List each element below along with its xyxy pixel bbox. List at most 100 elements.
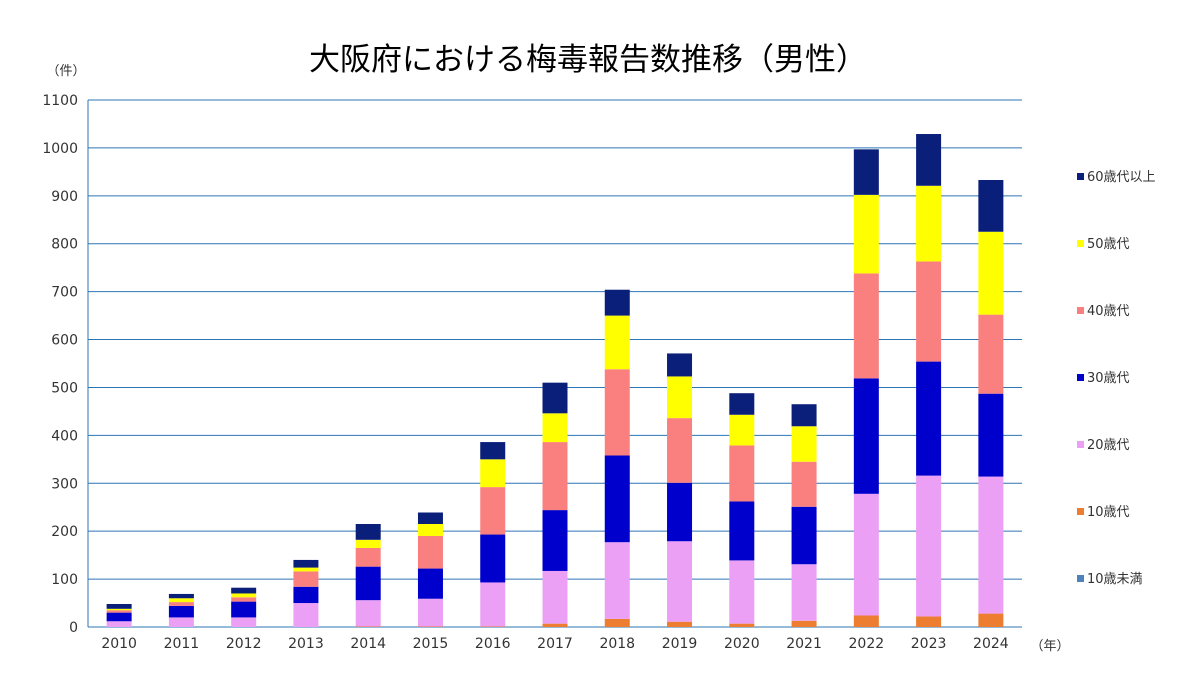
bar-segment <box>417 523 443 536</box>
legend-item: 60歳代以上 <box>1077 170 1156 185</box>
bar-segment <box>729 445 755 502</box>
bar-segment <box>417 512 443 524</box>
x-tick-label: 2022 <box>849 636 885 652</box>
bar-segment <box>542 623 568 627</box>
y-tick-label: 900 <box>51 189 78 205</box>
bar-segment <box>853 493 879 616</box>
bar-segment <box>480 442 506 460</box>
bar-segment <box>542 442 568 511</box>
bar-segment <box>168 605 194 618</box>
bar-segment <box>168 598 194 603</box>
y-tick-label: 700 <box>51 285 78 301</box>
legend-item: 40歳代 <box>1077 304 1130 319</box>
bar-segment <box>417 568 443 599</box>
bar-segment <box>231 601 257 618</box>
legend-label: 30歳代 <box>1087 371 1130 386</box>
bar-segment <box>978 613 1004 627</box>
bar-segment <box>667 541 693 622</box>
bar-segment <box>355 600 381 627</box>
legend-swatch <box>1077 441 1084 448</box>
x-tick-label: 2010 <box>101 636 137 652</box>
x-axis-ticks: 2010 2011 2012 2013 2014 2015 2016 2017 2018 2019… <box>101 636 1008 652</box>
bar-segment <box>480 582 506 627</box>
y-tick-label: 800 <box>51 237 78 253</box>
bar-segment <box>853 194 879 274</box>
bar-segment <box>978 476 1004 614</box>
bar-segment <box>293 567 319 572</box>
bar-segment <box>853 149 879 195</box>
bar-segment <box>480 459 506 488</box>
bar-segment <box>916 134 942 186</box>
bar-segment <box>106 608 132 611</box>
bar-segment <box>604 315 630 370</box>
bar-segment <box>916 616 942 627</box>
x-tick-label: 2017 <box>537 636 573 652</box>
legend-item: 10歳代 <box>1077 505 1130 520</box>
y-tick-label: 0 <box>69 620 78 636</box>
legend-swatch <box>1077 508 1084 515</box>
x-tick-label: 2020 <box>724 636 760 652</box>
bar-segment <box>667 418 693 483</box>
bar-segment <box>604 289 630 316</box>
bar-segment <box>916 261 942 362</box>
x-tick-label: 2023 <box>911 636 947 652</box>
bar-segment <box>417 535 443 569</box>
bar-segment <box>106 612 132 622</box>
bar-segment <box>791 461 817 507</box>
bar-segment <box>355 566 381 601</box>
bar-segment <box>293 571 319 587</box>
bar-segment <box>417 598 443 627</box>
y-tick-label: 500 <box>51 380 78 396</box>
bar-segment <box>853 615 879 627</box>
legend-swatch <box>1077 307 1084 314</box>
bar-segment <box>729 393 755 415</box>
y-axis-unit-label: （件） <box>46 64 85 79</box>
bar-segment <box>355 547 381 567</box>
legend-label: 10歳未満 <box>1087 572 1143 587</box>
y-tick-label: 1000 <box>42 141 78 157</box>
bar-segment <box>667 621 693 627</box>
legend-item: 30歳代 <box>1077 371 1130 386</box>
legend-swatch <box>1077 173 1084 180</box>
bar-segment <box>168 602 194 606</box>
y-tick-label: 300 <box>51 476 78 492</box>
x-axis-unit-label: （年） <box>1030 639 1069 654</box>
bar-segment <box>231 593 257 598</box>
y-tick-label: 600 <box>51 333 78 349</box>
bar-segment <box>978 231 1004 315</box>
legend-swatch <box>1077 240 1084 247</box>
chart-title: 大阪府における梅毒報告数推移（男性） <box>309 42 867 78</box>
bar-segment <box>231 597 257 602</box>
x-tick-label: 2015 <box>413 636 449 652</box>
legend-item: 20歳代 <box>1077 438 1130 453</box>
x-tick-label: 2019 <box>662 636 698 652</box>
legend-label: 60歳代以上 <box>1087 170 1156 185</box>
legend-label: 50歳代 <box>1087 237 1130 252</box>
bar-segment <box>542 510 568 571</box>
bar-segment <box>791 404 817 427</box>
bar-segment <box>542 382 568 414</box>
x-tick-label: 2018 <box>599 636 635 652</box>
bar-segment <box>916 361 942 476</box>
legend-label: 40歳代 <box>1087 304 1130 319</box>
bar-segment <box>978 314 1004 394</box>
bar-segment <box>791 620 817 627</box>
bar-segment <box>667 482 693 542</box>
bars <box>106 134 1004 627</box>
bar-segment <box>293 603 319 627</box>
bar-segment <box>604 369 630 456</box>
bar-segment <box>480 487 506 535</box>
bar-segment <box>231 617 257 627</box>
bar-segment <box>293 559 319 568</box>
y-axis-ticks: 0 100 200 300 400 500 600 700 800 900 1000 1100 <box>42 93 78 636</box>
bar-segment <box>729 560 755 624</box>
bar-segment <box>729 414 755 446</box>
bar-segment <box>542 570 568 624</box>
legend-label: 20歳代 <box>1087 438 1130 453</box>
legend-swatch <box>1077 374 1084 381</box>
bar-segment <box>729 623 755 627</box>
bar-segment <box>106 604 132 609</box>
x-tick-label: 2011 <box>164 636 200 652</box>
bar-segment <box>916 185 942 262</box>
